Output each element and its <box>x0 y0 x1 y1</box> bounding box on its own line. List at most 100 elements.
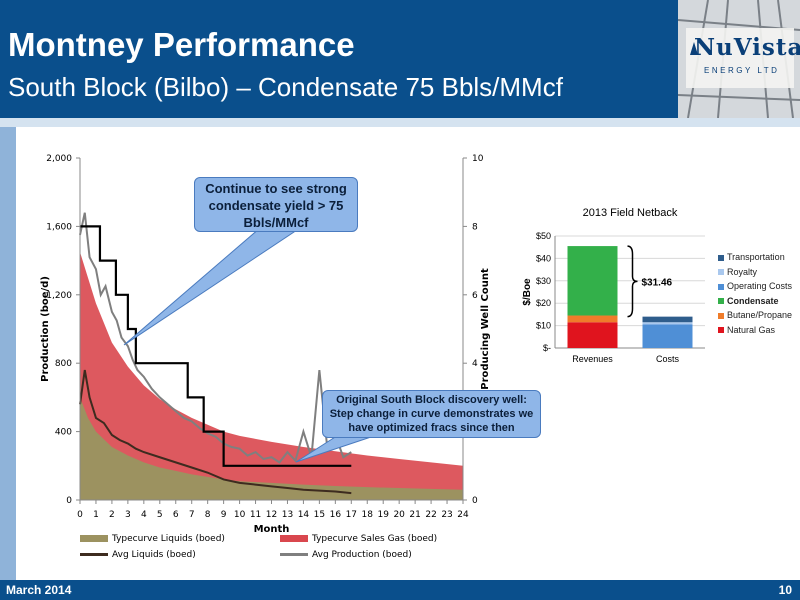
y-tick-label: 800 <box>55 359 72 369</box>
x-tick-label: 7 <box>189 510 195 520</box>
callout-condensate: Continue to see strong condensate yield … <box>194 177 358 232</box>
legend-label: Avg Production (boed) <box>312 550 412 560</box>
x-tick-label: 17 <box>346 510 357 520</box>
y2-tick-label: 8 <box>472 222 478 232</box>
legend-label: Typecurve Sales Gas (boed) <box>312 534 438 544</box>
legend-label: Avg Liquids (boed) <box>112 550 196 560</box>
y2-tick-label: 4 <box>472 359 478 369</box>
legend-swatch <box>718 327 724 334</box>
y-tick-label: 0 <box>66 496 72 506</box>
x-tick-label: 19 <box>377 510 389 520</box>
legend-swatch <box>280 535 308 542</box>
netback-legend-transportation: Transportation <box>718 252 792 267</box>
x-tick-label: 14 <box>298 510 310 520</box>
x-tick-label: 5 <box>157 510 163 520</box>
x-tick-label: 6 <box>173 510 179 520</box>
legend-label: Typecurve Liquids (boed) <box>112 534 225 544</box>
legend-label: Natural Gas <box>727 324 776 335</box>
header-banner: Montney Performance South Block (Bilbo) … <box>0 0 800 118</box>
netback-category-label: Costs <box>656 354 680 364</box>
netback-bar-transportation <box>642 316 693 323</box>
netback-legend-natural-gas: Natural Gas <box>718 325 792 340</box>
netback-y-tick-label: $40 <box>536 253 551 263</box>
x-tick-label: 24 <box>457 510 469 520</box>
netback-legend-condensate: Condensate <box>718 296 792 311</box>
legend-avg-liquids: Avg Liquids (boed) <box>80 550 196 560</box>
netback-brace <box>627 245 638 318</box>
series-step-well-count <box>80 225 352 467</box>
series-line-avg-liquids <box>79 369 352 495</box>
x-tick-label: 16 <box>330 510 342 520</box>
netback-y-tick-label: $20 <box>536 298 551 308</box>
legend-line <box>80 553 108 556</box>
x-tick-label: 20 <box>393 510 405 520</box>
x-tick-label: 12 <box>266 510 277 520</box>
legend-swatch <box>718 269 724 276</box>
legend-label: Royalty <box>727 266 758 277</box>
page-subtitle: South Block (Bilbo) – Condensate 75 Bbls… <box>8 72 563 102</box>
netback-bar-royalty <box>642 322 693 325</box>
y-tick-label: 1,600 <box>46 222 72 232</box>
y-tick-label: 1,200 <box>46 291 72 301</box>
y2-tick-label: 0 <box>472 496 478 506</box>
netback-y-tick-label: $50 <box>536 231 551 241</box>
legend-line <box>280 553 308 556</box>
series-area-typecurve-liquids <box>80 397 463 500</box>
x-tick-label: 15 <box>314 510 325 520</box>
netback-chart: 2013 Field Netback $- $10 $20 $30 $40 $50 Reven… <box>522 207 705 364</box>
callout-discovery: Original South Block discovery well: Ste… <box>322 390 541 438</box>
x-tick-label: 1 <box>93 510 99 520</box>
header-photo: NuVista ENERGY LTD <box>678 0 800 118</box>
footer-date: March 2014 <box>6 583 72 597</box>
x-tick-label: 11 <box>250 510 261 520</box>
x-tick-label: 9 <box>221 510 227 520</box>
company-logo: NuVista <box>694 34 800 61</box>
series-line-avg-production <box>79 212 352 464</box>
netback-bar-natural-gas <box>567 322 618 348</box>
callout-discovery-text: Original South Block discovery well: Ste… <box>329 394 534 434</box>
x-tick-label: 23 <box>441 510 452 520</box>
y2-tick-label: 6 <box>472 291 478 301</box>
legend-typecurve-liquids: Typecurve Liquids (boed) <box>80 534 225 544</box>
refinery-photo-graphic <box>678 0 800 118</box>
legend-label: Operating Costs <box>727 281 793 291</box>
legend-swatch <box>80 535 108 542</box>
netback-y-tick-label: $30 <box>536 276 551 286</box>
x-tick-label: 0 <box>77 510 83 520</box>
y2-axis-title: Producing Well Count <box>480 268 491 390</box>
x-tick-label: 8 <box>205 510 211 520</box>
footer-bar: March 2014 10 <box>0 580 800 600</box>
x-tick-label: 4 <box>141 510 147 520</box>
legend-swatch <box>718 254 724 261</box>
netback-legend-royalty: Royalty <box>718 267 792 282</box>
netback-y-tick-label: $- <box>543 343 551 353</box>
netback-legend-butane-propane: Butane/Propane <box>718 310 792 325</box>
netback-chart-title: 2013 Field Netback <box>583 207 678 219</box>
page-number: 10 <box>778 583 792 597</box>
x-tick-label: 13 <box>282 510 293 520</box>
x-tick-label: 21 <box>409 510 420 520</box>
x-tick-label: 22 <box>425 510 436 520</box>
netback-legend-operating-costs: Operating Costs <box>718 281 792 296</box>
callout-pointer-discovery <box>295 433 381 463</box>
legend-label: Transportation <box>727 252 785 262</box>
series-area-typecurve-gas <box>80 252 463 500</box>
x-tick-label: 10 <box>234 510 246 520</box>
header-divider <box>0 118 800 127</box>
netback-y-axis-title: $/Boe <box>522 278 533 306</box>
left-accent-bar <box>0 127 16 580</box>
page-title: Montney Performance <box>8 26 355 63</box>
company-logo-tagline: ENERGY LTD <box>704 66 780 75</box>
legend-label: Condensate <box>727 295 779 306</box>
legend-label: Butane/Propane <box>727 310 793 320</box>
x-tick-label: 3 <box>125 510 131 520</box>
legend-swatch <box>718 312 724 319</box>
netback-legend: Transportation Royalty Operating Costs C… <box>718 252 792 339</box>
x-tick-label: 2 <box>109 510 115 520</box>
legend-avg-production: Avg Production (boed) <box>280 550 412 560</box>
legend-swatch <box>718 283 724 290</box>
x-tick-label: 18 <box>362 510 374 520</box>
netback-category-label: Revenues <box>572 354 613 364</box>
legend-swatch <box>718 298 724 305</box>
y-tick-label: 400 <box>55 428 72 438</box>
